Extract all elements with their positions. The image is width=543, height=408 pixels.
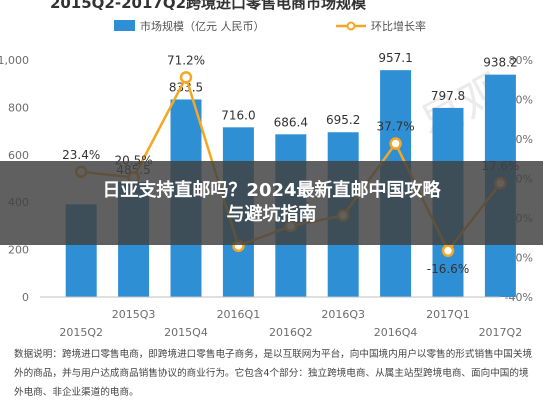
- legend-line-marker: [346, 21, 356, 31]
- legend-bar-label: 市场规模（亿元 人民币）: [140, 19, 265, 33]
- growth-point-2017Q1: [441, 244, 455, 258]
- legend-line-label: 环比增长率: [371, 19, 426, 33]
- growth-value-label: 71.2%: [167, 53, 205, 67]
- bar-value-label: 716.0: [221, 108, 255, 122]
- bar-value-label: 957.1: [378, 51, 412, 65]
- growth-value-label: 37.7%: [377, 120, 415, 134]
- x-tick-label: 2016Q3: [321, 308, 365, 321]
- y-right-tick-label: 80%: [509, 54, 533, 67]
- x-tick-label: 2016Q1: [217, 308, 261, 321]
- y-left-tick-label: 800: [8, 101, 29, 114]
- y-left-tick-label: 1,000: [0, 54, 29, 67]
- bar-value-label: 686.4: [274, 115, 308, 129]
- x-tick-label: 2016Q2: [269, 326, 313, 339]
- x-tick-label: 2017Q1: [426, 308, 470, 321]
- x-tick-label: 2015Q2: [59, 326, 103, 339]
- overlay-banner: 日亚支持直邮吗？2024最新直邮中国攻略与避坑指南: [0, 161, 543, 245]
- x-tick-label: 2016Q4: [374, 326, 418, 339]
- growth-point-2015Q4: [179, 71, 193, 84]
- bar-value-label: 695.2: [326, 113, 360, 127]
- growth-value-label: 23.4%: [62, 148, 100, 162]
- x-tick-label: 2017Q2: [479, 326, 523, 339]
- y-left-tick-label: 200: [8, 244, 29, 257]
- bar-value-label: 797.8: [431, 89, 465, 103]
- y-left-tick-label: 0: [22, 291, 29, 304]
- chart-title: 2015Q2-2017Q2跨境进口零售电商市场规模: [50, 0, 367, 12]
- legend-bar-swatch: [114, 20, 135, 31]
- growth-point-2016Q4: [389, 137, 402, 150]
- y-left-tick-label: 600: [8, 149, 29, 162]
- x-tick-label: 2015Q4: [164, 326, 208, 339]
- growth-value-label: -16.6%: [427, 262, 469, 276]
- banner-title: 日亚支持直邮吗？2024最新直邮中国攻略与避坑指南: [102, 180, 441, 225]
- x-tick-label: 2015Q3: [112, 308, 156, 321]
- bar-value-label: 938.2: [483, 56, 517, 70]
- data-note: 数据说明：跨境进口零售电商，即跨境进口零售电子商务，是以互联网为平台，向中国境内…: [14, 349, 533, 398]
- bar-value-label: 833.5: [169, 80, 203, 94]
